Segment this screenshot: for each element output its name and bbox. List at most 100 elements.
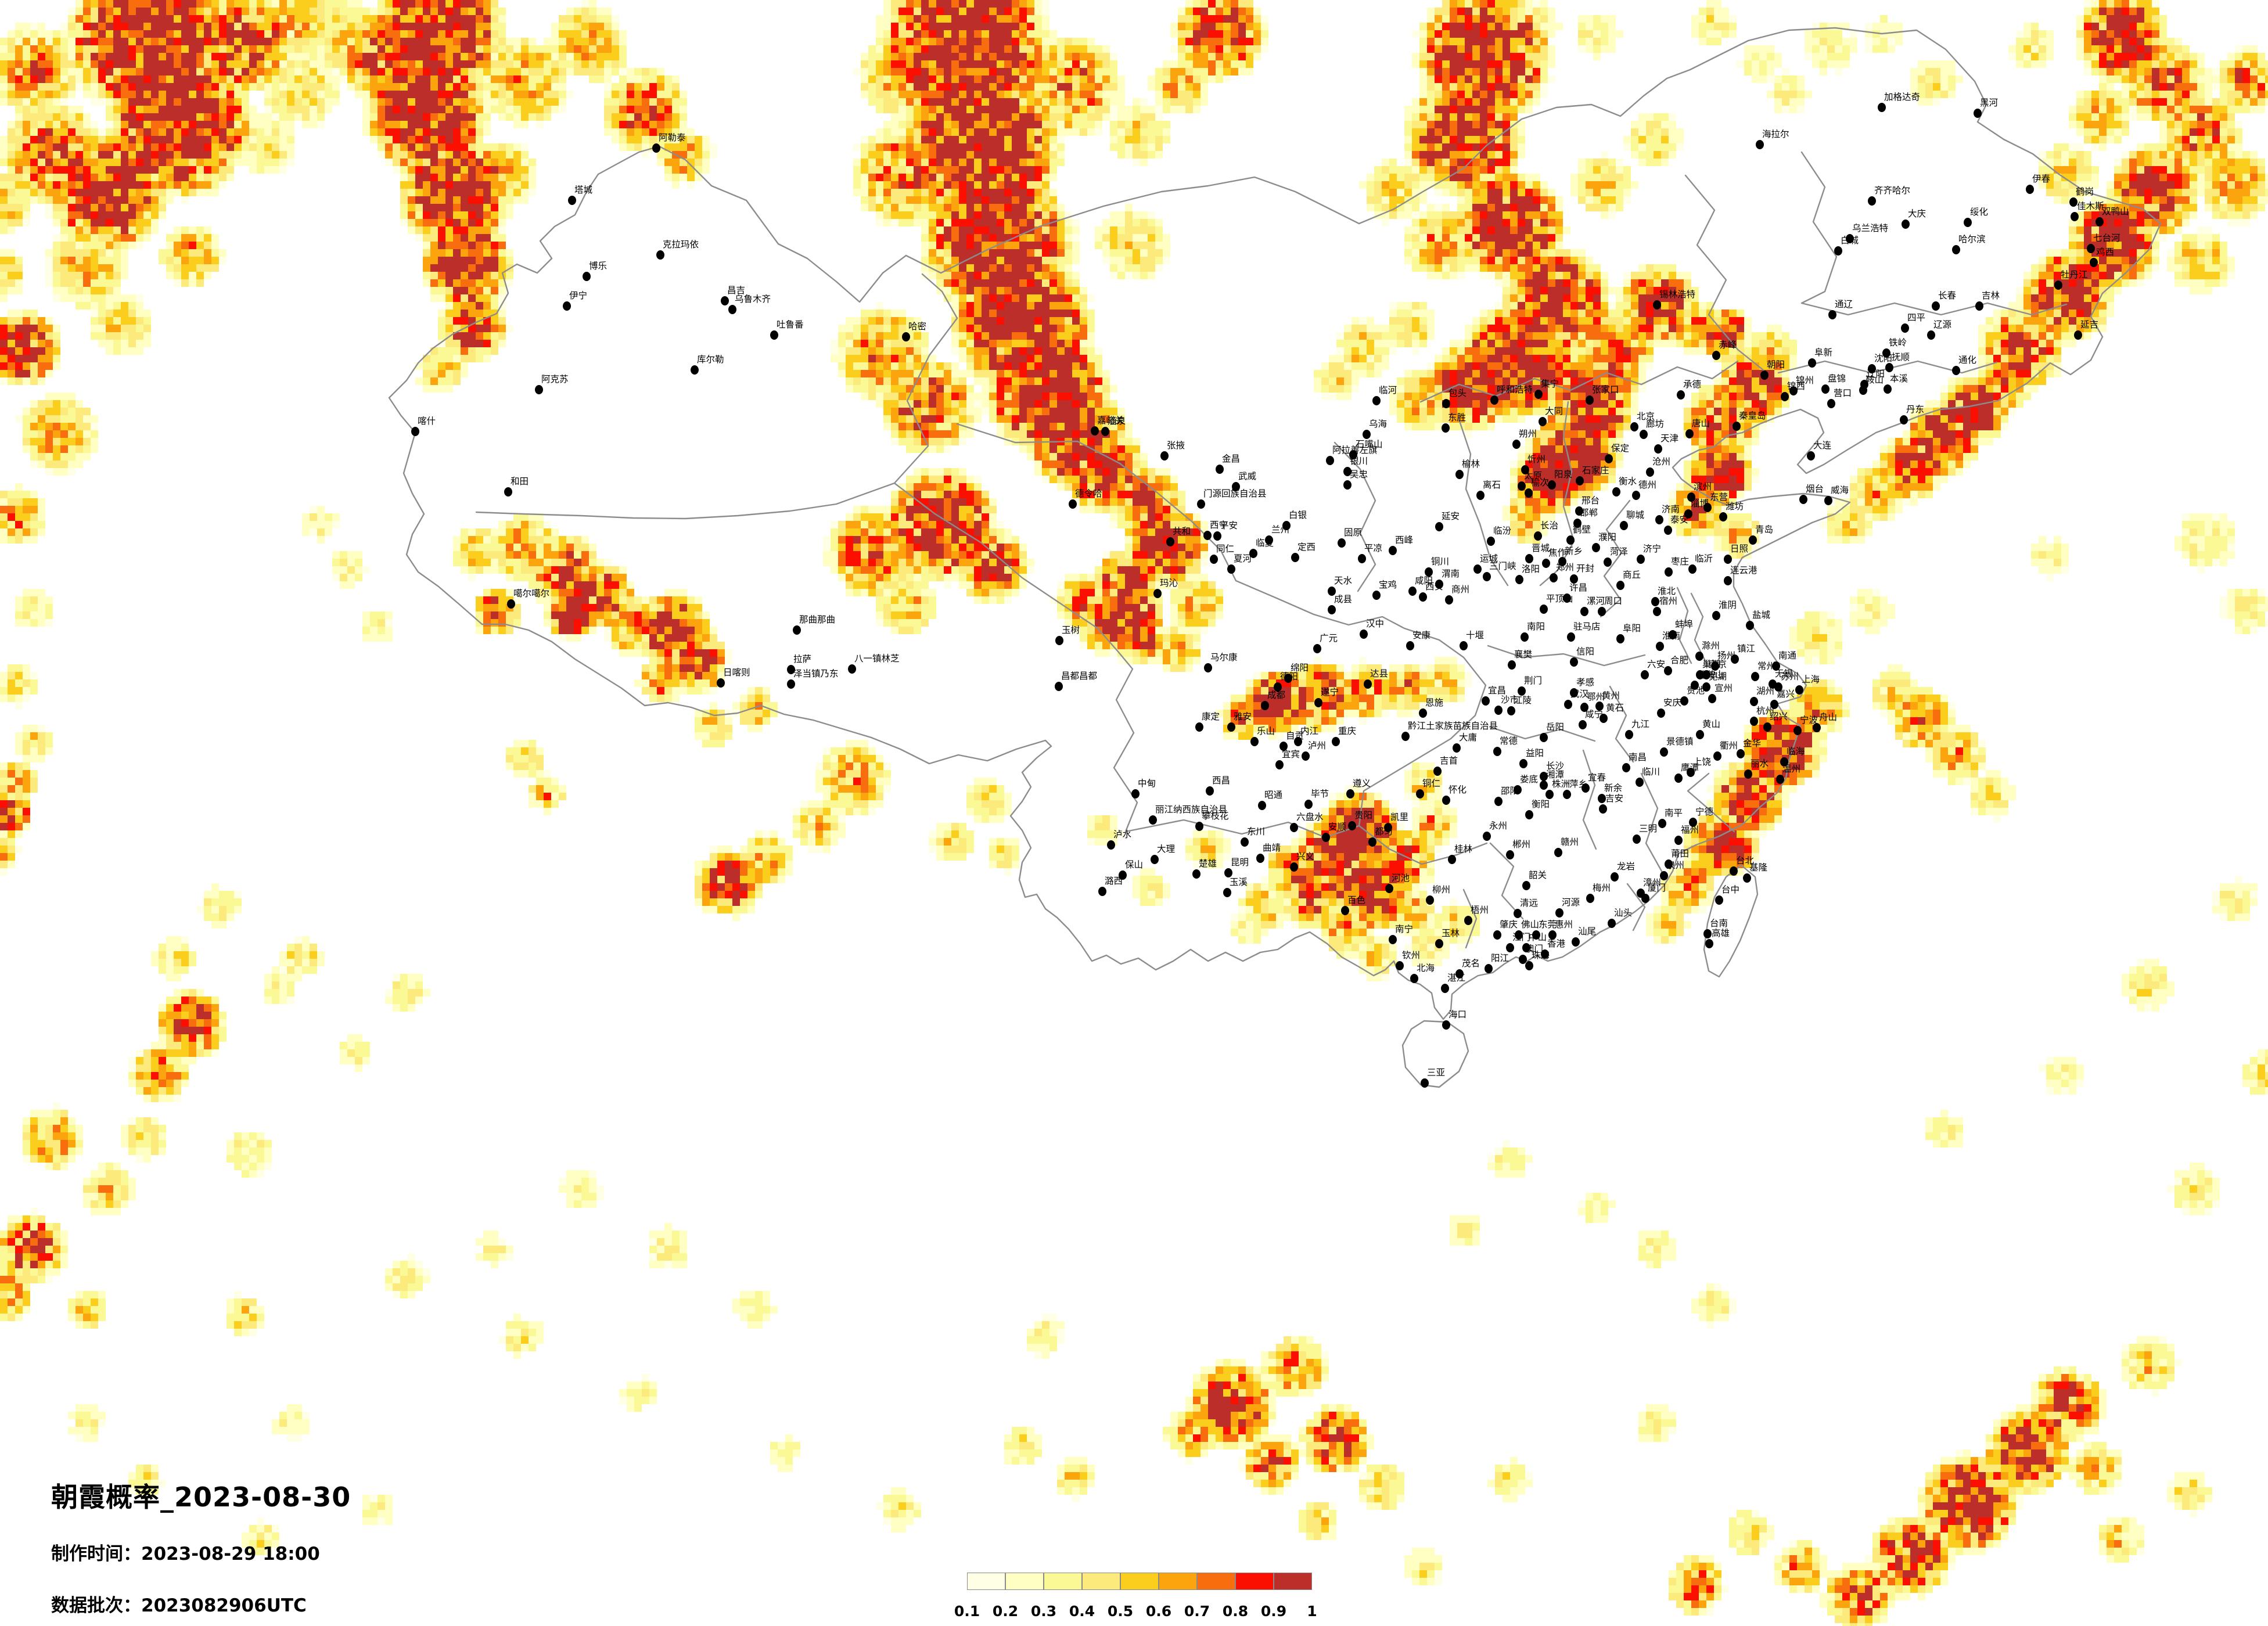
city-dot: [1261, 701, 1269, 710]
taiwan-outline: [1703, 864, 1759, 978]
city-dot: [1688, 564, 1696, 574]
city-label: 德令哈: [1075, 488, 1102, 499]
city-dot: [1265, 535, 1273, 545]
city-dot: [1203, 531, 1212, 540]
city-dot: [1705, 939, 1713, 948]
city-dot: [1660, 871, 1668, 880]
city-dot: [1641, 670, 1649, 679]
city-dot: [1878, 103, 1886, 112]
city-dot: [1550, 573, 1558, 582]
city-dot: [1363, 430, 1371, 439]
city-dot: [583, 272, 591, 281]
city-dot: [1284, 674, 1292, 683]
city-dot: [1684, 509, 1692, 519]
city-dot: [1224, 868, 1232, 877]
city-label: 马尔康: [1210, 652, 1238, 663]
city-dot: [2096, 217, 2104, 226]
city-dot: [2026, 185, 2034, 194]
city-dot: [1372, 591, 1381, 600]
legend-tick-label: 0.3: [1030, 1603, 1057, 1620]
city-dot: [1724, 555, 1732, 564]
city-dot: [1859, 386, 1867, 395]
city-dot: [1653, 607, 1661, 616]
legend-swatch: [1159, 1573, 1197, 1590]
city-dot: [1563, 593, 1571, 603]
city-label: 辽阳: [1867, 369, 1885, 379]
city-label: 巢湖: [1702, 659, 1720, 670]
city-label: 加格达奇: [1884, 92, 1920, 102]
city-dot: [2074, 330, 2082, 340]
city-label: 张家口: [1592, 384, 1619, 395]
city-label: 梧州: [1471, 905, 1489, 915]
city-label: 荆门: [1524, 675, 1542, 686]
city-label: 宣州: [1715, 683, 1733, 693]
city-dot: [1572, 937, 1580, 947]
city-dot: [1149, 815, 1157, 825]
city-label: 朔州: [1519, 429, 1537, 439]
legend-tick-label: 0.5: [1107, 1603, 1134, 1620]
city-dot: [1570, 657, 1578, 667]
city-label: 盐城: [1752, 610, 1771, 620]
city-label: 吉安: [1605, 793, 1623, 804]
city-dot: [1364, 679, 1372, 689]
city-dot: [1349, 450, 1357, 459]
city-dot: [793, 625, 801, 635]
city-dot: [1514, 785, 1522, 794]
city-dot: [1657, 708, 1665, 718]
china-boundaries: [388, 27, 2162, 1088]
city-dot: [1730, 866, 1738, 876]
city-dot: [1674, 836, 1683, 845]
city-label: 临沂: [1695, 553, 1713, 564]
city-dot: [1598, 794, 1606, 803]
city-dot: [1580, 607, 1588, 616]
city-dot: [1932, 301, 1940, 311]
city-label: 临河: [1379, 385, 1397, 395]
city-label: 黄州: [1602, 690, 1620, 701]
city-dot: [1540, 733, 1548, 742]
city-dot: [507, 599, 515, 609]
legend-tick-label: 0.8: [1222, 1603, 1249, 1620]
city-dot: [1760, 370, 1769, 380]
city-label: 宜宾: [1282, 749, 1300, 760]
city-label: 吉首: [1440, 756, 1458, 766]
city-dot: [1598, 607, 1606, 616]
city-label: 蚌埠: [1675, 619, 1693, 629]
city-dot: [1494, 706, 1503, 715]
city-dot: [1548, 480, 1556, 490]
city-dot: [1055, 636, 1063, 645]
city-label: 铁岭: [1889, 337, 1907, 348]
city-label: 承德: [1683, 379, 1701, 390]
city-dot: [1640, 430, 1648, 439]
legend-swatch: [1274, 1573, 1312, 1590]
city-label: 上饶: [1693, 757, 1711, 767]
city-dot: [1406, 641, 1414, 650]
city-label: 盘锦: [1828, 373, 1846, 384]
production-time-label: 制作时间：: [51, 1544, 141, 1564]
legend-swatch: [1197, 1573, 1235, 1590]
city-dot: [1518, 481, 1526, 491]
city-dot: [1680, 696, 1688, 706]
national-border: [388, 27, 2162, 1020]
city-dot: [1522, 881, 1530, 890]
city-label: 宿州: [1659, 596, 1677, 606]
city-dot: [1232, 482, 1240, 491]
city-dot: [1573, 519, 1582, 528]
city-label: 梅州: [1593, 883, 1611, 893]
city-dot: [1964, 218, 1972, 227]
city-dot: [1750, 697, 1758, 706]
city-dot: [1715, 895, 1723, 905]
city-dot: [1731, 654, 1739, 664]
city-dot: [1341, 906, 1349, 915]
city-dot: [1751, 672, 1759, 681]
city-dot: [1580, 703, 1588, 712]
city-dot: [1512, 440, 1521, 449]
city-label: 黄山: [1702, 719, 1720, 729]
city-label: 上海: [1802, 674, 1820, 685]
city-dot: [1304, 800, 1313, 809]
city-dot: [1525, 554, 1533, 563]
city-dot: [1664, 526, 1672, 535]
city-label: 博乐: [589, 261, 607, 271]
city-label: 白城: [1841, 235, 1859, 246]
city-label: 遂宁: [1321, 687, 1339, 697]
